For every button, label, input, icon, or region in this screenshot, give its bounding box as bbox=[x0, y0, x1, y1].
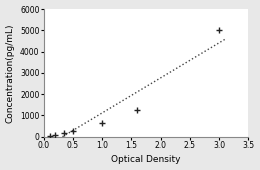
Y-axis label: Concentration(pg/mL): Concentration(pg/mL) bbox=[5, 23, 15, 123]
X-axis label: Optical Density: Optical Density bbox=[111, 155, 181, 164]
